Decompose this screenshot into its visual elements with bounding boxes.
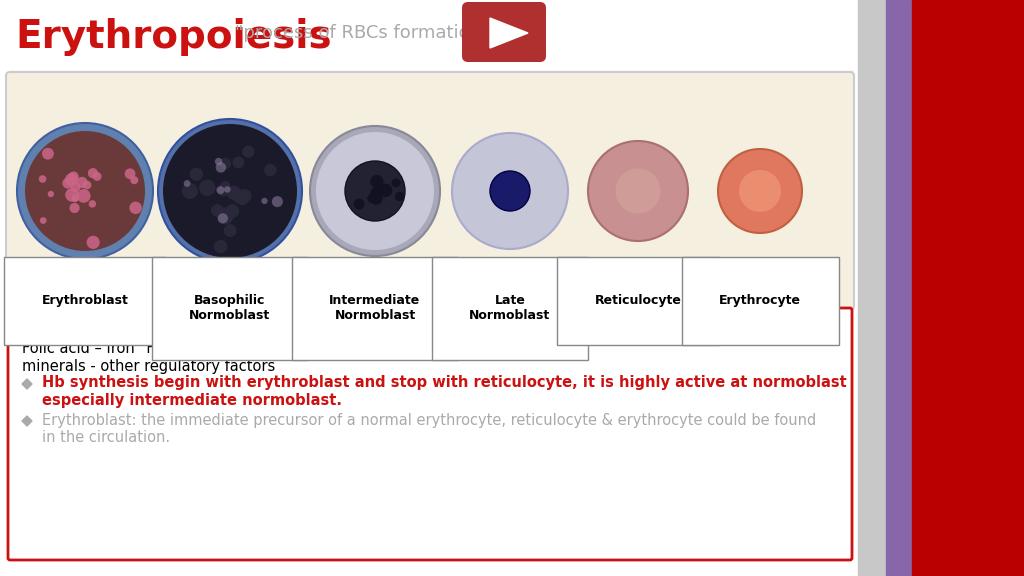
- Text: Erythroblast: the immediate precursor of a normal erythrocyte, reticulocyte & er: Erythroblast: the immediate precursor of…: [42, 412, 816, 427]
- Circle shape: [220, 181, 230, 192]
- Circle shape: [588, 141, 688, 241]
- Circle shape: [452, 133, 568, 249]
- Text: especially intermediate normoblast.: especially intermediate normoblast.: [42, 393, 342, 408]
- Text: Hb synthesis begin with erythroblast and stop with reticulocyte, it is highly ac: Hb synthesis begin with erythroblast and…: [42, 376, 847, 391]
- FancyBboxPatch shape: [462, 2, 546, 62]
- Circle shape: [92, 172, 101, 181]
- Circle shape: [379, 184, 392, 197]
- Text: “Bone Marrow”: “Bone Marrow”: [69, 320, 197, 335]
- Text: "process of RBCs formation": "process of RBCs formation": [234, 24, 489, 42]
- Text: in the circulation.: in the circulation.: [42, 430, 170, 445]
- Polygon shape: [22, 323, 32, 333]
- FancyBboxPatch shape: [6, 72, 854, 310]
- Circle shape: [232, 157, 244, 168]
- Text: Folic acid – Iron “Ferrous” – Vit B12 – Erythropoietin -Amino acids: Folic acid – Iron “Ferrous” – Vit B12 – …: [22, 340, 497, 355]
- Circle shape: [66, 188, 79, 202]
- Circle shape: [42, 148, 54, 160]
- Circle shape: [71, 182, 81, 192]
- Circle shape: [76, 177, 88, 188]
- Circle shape: [232, 190, 246, 203]
- Circle shape: [87, 236, 99, 249]
- Circle shape: [183, 180, 190, 187]
- Circle shape: [316, 132, 434, 250]
- Circle shape: [261, 198, 267, 204]
- Circle shape: [310, 126, 440, 256]
- Circle shape: [65, 173, 78, 186]
- Circle shape: [216, 207, 233, 225]
- Circle shape: [224, 186, 230, 193]
- Circle shape: [271, 196, 283, 207]
- Text: is the major site  with the need of:: is the major site with the need of:: [218, 320, 511, 335]
- Circle shape: [25, 131, 145, 251]
- Circle shape: [218, 185, 228, 196]
- Circle shape: [17, 123, 153, 259]
- Circle shape: [237, 192, 249, 205]
- Polygon shape: [490, 18, 528, 48]
- Circle shape: [371, 175, 384, 188]
- Circle shape: [739, 170, 781, 212]
- Circle shape: [199, 180, 215, 196]
- Circle shape: [391, 179, 400, 187]
- Circle shape: [395, 192, 404, 201]
- Circle shape: [189, 168, 203, 181]
- Circle shape: [238, 189, 252, 203]
- Circle shape: [371, 187, 383, 199]
- Circle shape: [368, 194, 376, 203]
- Circle shape: [220, 158, 231, 169]
- Bar: [912, 0, 1024, 576]
- Circle shape: [62, 178, 74, 188]
- Circle shape: [125, 168, 135, 179]
- Circle shape: [373, 185, 384, 196]
- Circle shape: [83, 181, 91, 190]
- Circle shape: [72, 196, 79, 202]
- Circle shape: [718, 149, 802, 233]
- Circle shape: [490, 171, 530, 211]
- Text: minerals - other regulatory factors: minerals - other regulatory factors: [22, 358, 275, 373]
- Text: Reticulocyte: Reticulocyte: [595, 294, 681, 307]
- Circle shape: [70, 203, 80, 213]
- Text: Basophilic
Normoblast: Basophilic Normoblast: [189, 294, 270, 322]
- Text: Erythroblast: Erythroblast: [42, 294, 128, 307]
- Circle shape: [88, 168, 98, 178]
- Circle shape: [218, 213, 228, 223]
- Circle shape: [215, 158, 222, 165]
- Circle shape: [264, 164, 276, 176]
- Circle shape: [211, 204, 223, 217]
- Circle shape: [243, 146, 255, 158]
- Circle shape: [69, 172, 79, 182]
- Polygon shape: [22, 379, 32, 389]
- Circle shape: [48, 191, 54, 197]
- Text: Intermediate
Normoblast: Intermediate Normoblast: [330, 294, 421, 322]
- Circle shape: [89, 200, 96, 207]
- Circle shape: [72, 194, 79, 202]
- Circle shape: [345, 161, 406, 221]
- Circle shape: [224, 224, 237, 237]
- FancyBboxPatch shape: [8, 308, 852, 560]
- Circle shape: [615, 169, 660, 214]
- Circle shape: [158, 119, 302, 263]
- Circle shape: [216, 186, 224, 194]
- Circle shape: [225, 204, 240, 218]
- Polygon shape: [22, 416, 32, 426]
- Circle shape: [371, 190, 379, 198]
- Circle shape: [130, 176, 138, 184]
- Circle shape: [216, 162, 226, 173]
- Circle shape: [214, 240, 227, 253]
- Circle shape: [370, 192, 383, 205]
- Text: Erythrocyte: Erythrocyte: [719, 294, 801, 307]
- Circle shape: [40, 217, 47, 224]
- Bar: [886, 0, 912, 576]
- Circle shape: [163, 124, 297, 258]
- Circle shape: [39, 175, 46, 183]
- Text: Late
Normoblast: Late Normoblast: [469, 294, 551, 322]
- Circle shape: [353, 199, 365, 210]
- Text: The: The: [42, 320, 78, 335]
- Bar: [858, 0, 886, 576]
- Text: Erythropoiesis: Erythropoiesis: [15, 18, 332, 56]
- Circle shape: [129, 202, 142, 214]
- Circle shape: [182, 183, 198, 199]
- Circle shape: [227, 186, 241, 200]
- Circle shape: [77, 189, 90, 203]
